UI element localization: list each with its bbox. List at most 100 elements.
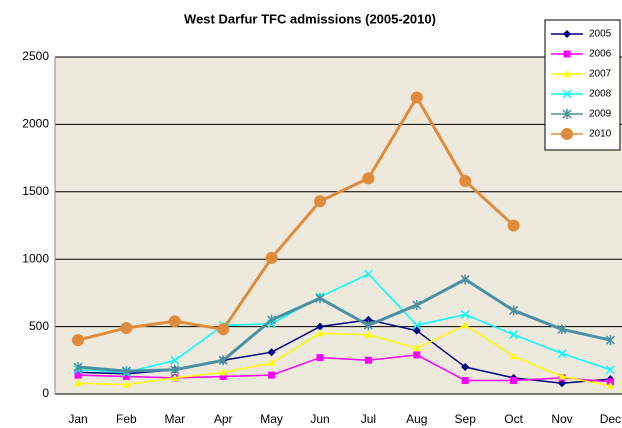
y-tick-label: 2500 [22,49,49,63]
point [217,323,230,336]
y-tick-label: 1000 [22,251,49,265]
point [364,315,373,324]
point [558,372,566,380]
point [606,381,615,389]
point [606,378,614,386]
marker [509,305,519,316]
series-line [77,324,611,387]
point [562,89,572,99]
point [316,329,324,337]
point [459,175,472,188]
marker [510,377,518,385]
point [561,128,573,140]
point [316,354,324,362]
point [363,269,373,279]
point [509,352,518,360]
marker [509,352,518,360]
marker [562,89,572,99]
marker [363,269,373,279]
point [460,309,470,319]
x-tick-label: Aug [406,412,427,426]
marker [168,315,181,328]
point [410,91,423,104]
marker [459,175,472,188]
marker [218,355,228,366]
series-line [77,354,611,383]
marker [170,355,180,365]
marker [72,334,84,347]
point [563,50,571,58]
marker [121,366,131,377]
marker [316,322,324,331]
marker [557,324,567,335]
marker [561,128,573,140]
point [219,372,227,380]
marker [267,314,277,325]
marker [122,372,130,380]
marker [412,320,422,330]
marker [316,329,324,337]
legend-label: 2008 [589,89,612,100]
y-tick-label: 1500 [22,184,49,198]
point [218,355,228,366]
marker [315,293,325,304]
marker [267,348,276,357]
point [563,30,571,38]
point [267,314,277,325]
point [74,371,82,379]
x-tick-label: Jun [310,412,329,426]
marker [461,377,469,385]
marker [557,349,567,359]
point [412,344,421,352]
marker [363,320,373,331]
plot-area [55,57,622,394]
point [314,195,326,208]
point [364,330,373,338]
marker [268,371,276,379]
point [413,351,421,359]
x-tick-label: Nov [551,412,572,426]
point [509,330,519,340]
marker [316,354,324,362]
point [168,315,181,328]
point [461,363,470,372]
point [267,348,276,357]
point [72,334,84,347]
marker [461,321,470,329]
legend-label: 2009 [589,109,612,120]
point [364,356,372,364]
marker [170,364,180,375]
point [412,300,422,311]
marker [563,30,571,38]
series-line [77,277,611,373]
point [412,320,422,330]
point [557,349,567,359]
point [509,305,519,316]
point [412,326,421,335]
point [460,274,470,285]
legend-label: 2007 [589,69,612,80]
point [121,366,131,377]
marker [558,372,566,380]
point [268,371,276,379]
marker [265,251,278,264]
marker [74,379,82,387]
point [73,362,83,373]
marker [412,344,421,352]
marker [460,309,470,319]
marker [120,321,133,334]
marker [412,300,422,311]
point [562,109,572,119]
marker [364,356,372,364]
point [170,364,180,375]
point [507,219,520,232]
marker [412,326,421,335]
x-tick-label: Oct [504,412,523,426]
marker [362,172,375,185]
marker [563,70,571,77]
marker [507,219,520,232]
point [510,377,518,385]
marker [606,378,614,386]
marker [606,381,615,389]
